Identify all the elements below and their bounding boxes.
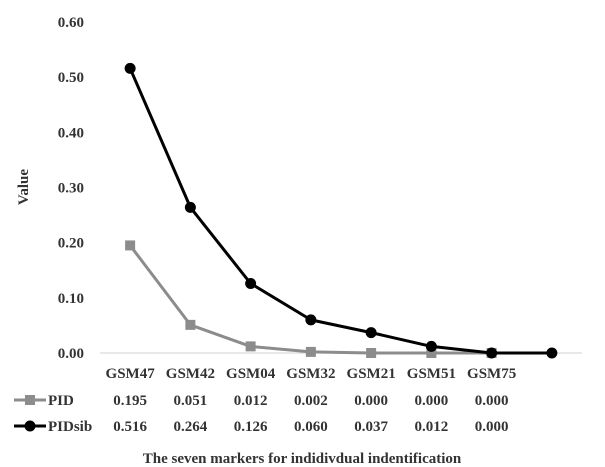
point-pidsib xyxy=(546,347,558,359)
point-pid xyxy=(366,348,377,358)
series-line-pid xyxy=(128,244,492,355)
y-tick-label: 0.50 xyxy=(58,70,84,86)
legend-label: PID xyxy=(48,393,74,409)
point-pid xyxy=(305,346,316,357)
data-label: 0.012 xyxy=(234,393,268,409)
y-axis-ticks: 0.00 0.10 0.20 0.30 0.40 0.50 0.60 xyxy=(58,15,84,362)
point-pidsib xyxy=(245,277,257,289)
data-table: PID 0.195 0.051 0.012 0.002 0.000 0.000 0.000PI… xyxy=(14,393,509,435)
data-label: 0.126 xyxy=(234,419,268,435)
point-pid xyxy=(245,341,256,352)
series-markers xyxy=(124,62,558,359)
point-pid xyxy=(125,240,136,251)
legend-label: PIDsib xyxy=(48,419,92,435)
data-label: 0.012 xyxy=(415,419,449,435)
legend-key-marker xyxy=(25,395,35,405)
data-label: 0.002 xyxy=(294,393,328,409)
point-pid xyxy=(426,348,437,358)
point-pidsib xyxy=(305,314,317,326)
data-label: 0.060 xyxy=(294,419,328,435)
data-label: 0.264 xyxy=(174,419,208,435)
y-tick-label: 0.00 xyxy=(58,346,84,362)
legend-key-marker xyxy=(24,420,36,432)
data-label: 0.051 xyxy=(174,393,208,409)
y-tick-label: 0.40 xyxy=(58,125,84,141)
x-tick-label: GSM21 xyxy=(347,366,396,382)
x-axis-ticks: GSM47 GSM42 GSM04 GSM32 GSM21 GSM51 GSM75 xyxy=(106,366,517,382)
point-pidsib xyxy=(184,201,196,213)
x-tick-label: GSM42 xyxy=(166,366,215,382)
x-tick-label: GSM32 xyxy=(286,366,335,382)
y-tick-label: 0.30 xyxy=(58,181,84,197)
y-tick-label: 0.60 xyxy=(58,15,84,31)
x-tick-label: GSM75 xyxy=(467,366,516,382)
table-row-pidsib: PIDsib 0.516 0.264 0.126 0.060 0.037 0.012 0.00… xyxy=(14,419,509,435)
x-tick-label: GSM04 xyxy=(226,366,276,382)
y-tick-label: 0.10 xyxy=(58,291,84,307)
data-label: 0.000 xyxy=(354,393,388,409)
table-row-pid: PID 0.195 0.051 0.012 0.002 0.000 0.000 0.000 xyxy=(14,393,509,409)
x-axis-title: The seven markers for indidivdual indent… xyxy=(143,451,462,467)
point-pidsib xyxy=(365,327,377,339)
data-label: 0.037 xyxy=(354,419,388,435)
x-tick-label: GSM51 xyxy=(407,366,456,382)
point-pidsib xyxy=(425,340,437,352)
x-tick-label: GSM47 xyxy=(106,366,156,382)
data-label: 0.195 xyxy=(113,393,147,409)
point-pidsib xyxy=(486,347,498,359)
y-axis-title: Value xyxy=(16,169,32,205)
y-tick-label: 0.20 xyxy=(58,236,84,252)
data-label: 0.000 xyxy=(415,393,449,409)
data-label: 0.000 xyxy=(475,419,509,435)
point-pidsib xyxy=(124,62,136,74)
data-label: 0.000 xyxy=(475,393,509,409)
series-line-pidsib xyxy=(128,67,552,355)
data-label: 0.516 xyxy=(113,419,147,435)
point-pid xyxy=(185,319,196,330)
